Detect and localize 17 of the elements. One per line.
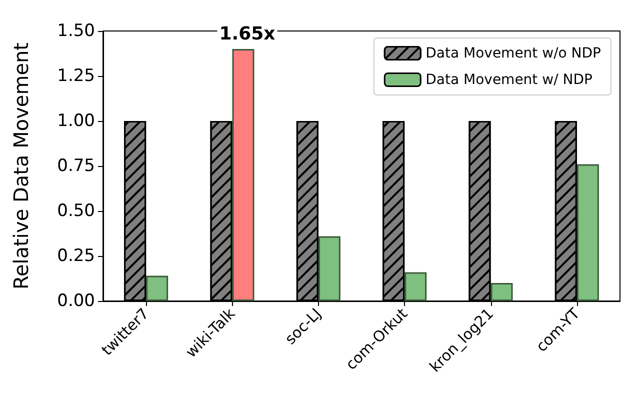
y-tick-label: 1.50 — [57, 21, 95, 41]
bar — [404, 272, 427, 301]
y-tick-label: 0.00 — [57, 291, 95, 311]
bar — [576, 164, 599, 301]
bar — [146, 276, 168, 301]
y-axis-title: Relative Data Movement — [9, 42, 33, 290]
y-tick-label: 1.00 — [57, 111, 95, 131]
bar — [490, 283, 513, 301]
y-tick-label: 0.75 — [57, 156, 95, 176]
legend-label: Data Movement w/o NDP — [426, 45, 602, 62]
bar — [318, 236, 340, 301]
y-tick-label: 0.50 — [57, 201, 95, 221]
bar — [232, 49, 254, 301]
annotation: 1.65x — [219, 24, 276, 44]
legend-label: Data Movement w/ NDP — [426, 72, 592, 88]
y-tick-label: 1.25 — [57, 66, 95, 86]
y-tick-label: 0.25 — [57, 246, 95, 266]
